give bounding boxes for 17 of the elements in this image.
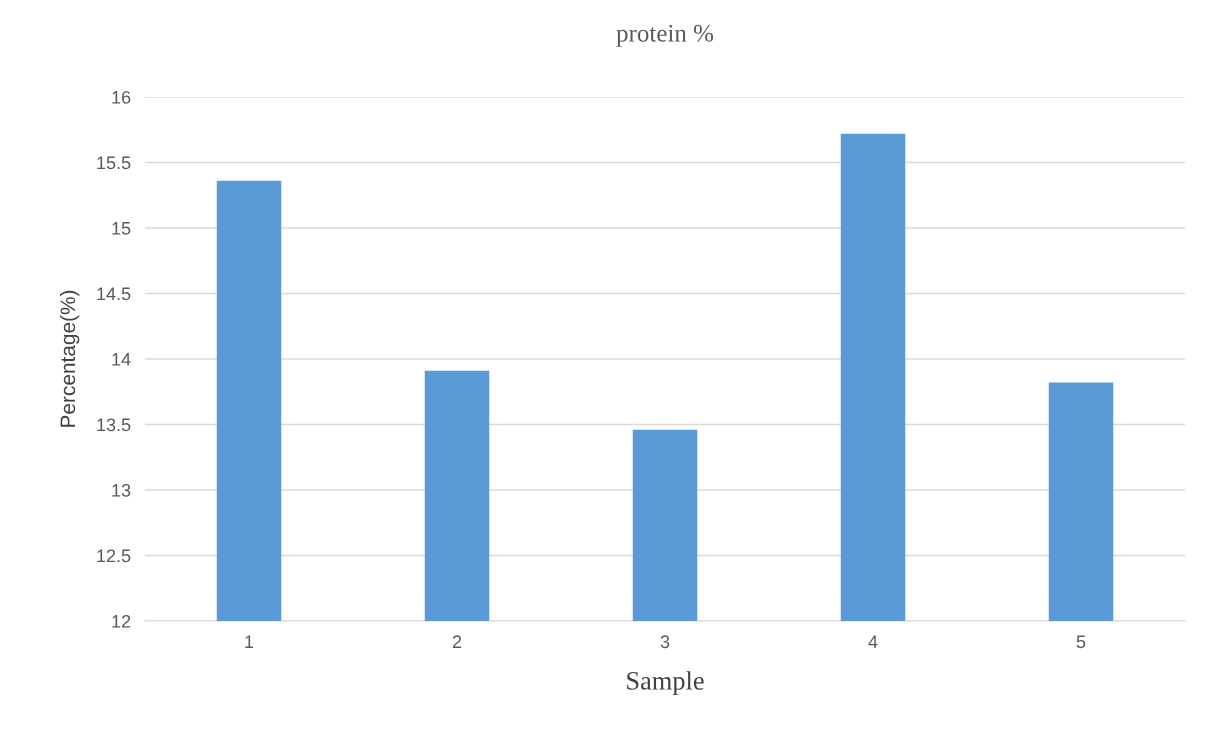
y-tick-label: 16 [112, 90, 131, 104]
y-tick-label: 13.5 [97, 418, 131, 432]
chart-title: protein % [616, 24, 714, 47]
x-axis-title: Sample [627, 671, 704, 696]
x-tick-label: 1 [245, 635, 254, 648]
y-axis-title: Percentage(%) [59, 290, 80, 427]
x-tick-label: 2 [452, 635, 462, 648]
y-tick-label: 14 [112, 353, 131, 366]
y-tick-label: 14.5 [97, 287, 131, 301]
x-tick-label: 3 [660, 635, 670, 649]
x-tick-label: 5 [1076, 635, 1086, 649]
y-tick-label: 13 [112, 483, 131, 497]
y-tick-label: 12.5 [97, 549, 131, 563]
y-tick-label: 15 [112, 222, 131, 235]
x-tick-label: 4 [868, 635, 878, 648]
y-tick-label: 12 [112, 614, 131, 628]
y-tick-label: 15.5 [97, 156, 131, 170]
